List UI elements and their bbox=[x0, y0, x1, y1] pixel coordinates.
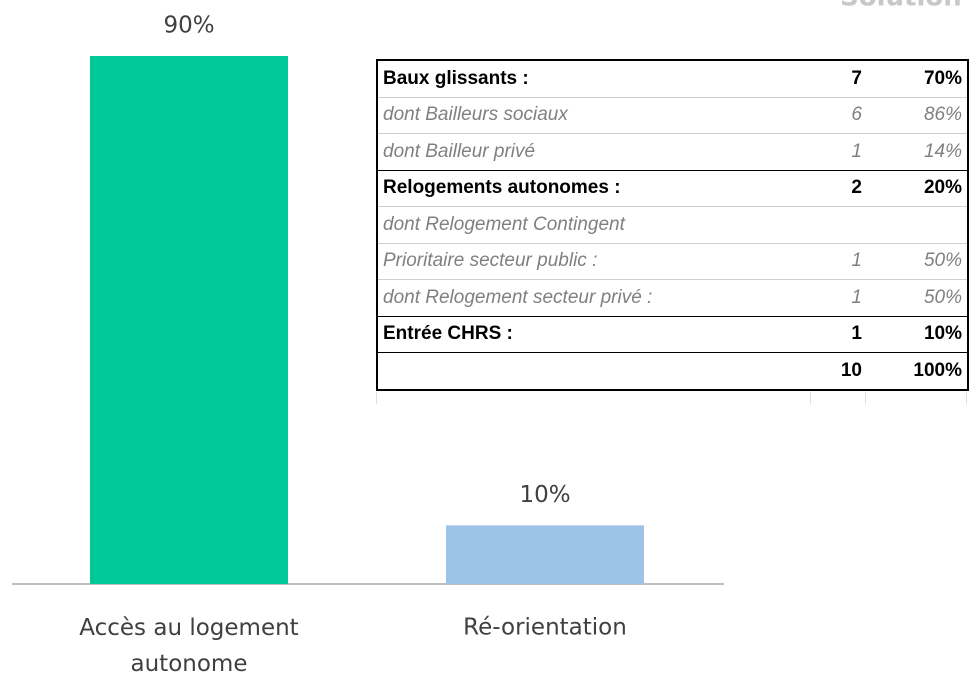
table-cell: dont Bailleurs sociaux bbox=[377, 96, 812, 134]
table-row: dont Bailleurs sociaux 6 86% bbox=[377, 96, 968, 134]
table-cell: Baux glissants : bbox=[377, 59, 812, 97]
x-tick-label: Ré-orientation bbox=[463, 615, 627, 641]
table-cell: Relogements autonomes : bbox=[377, 169, 812, 207]
table-cell bbox=[812, 206, 867, 243]
table-row: Baux glissants :7 70% bbox=[377, 59, 968, 97]
chart-title: Solution bbox=[840, 0, 962, 13]
table-cell: 50% bbox=[867, 279, 968, 316]
table-cell: 10 bbox=[812, 352, 867, 390]
table-cell: 20% bbox=[867, 169, 968, 207]
summary-table: Baux glissants :7 70% dont Bailleurs socia… bbox=[376, 59, 969, 391]
table-row: Prioritaire secteur public :1 50% bbox=[377, 242, 968, 280]
table-cell bbox=[867, 206, 968, 243]
table-cell: 10% bbox=[867, 315, 968, 353]
table-row: Relogements autonomes :2 20% bbox=[377, 169, 968, 207]
grid-line bbox=[966, 392, 967, 404]
table-cell: 1 bbox=[812, 279, 867, 316]
table-cell: Prioritaire secteur public : bbox=[377, 242, 812, 280]
table-cell: dont Relogement secteur privé : bbox=[377, 279, 812, 316]
value-label: 90% bbox=[163, 13, 214, 39]
table-cell: Entrée CHRS : bbox=[377, 315, 812, 353]
table-cell: 14% bbox=[867, 133, 968, 170]
bar bbox=[446, 525, 644, 584]
bar bbox=[90, 56, 288, 584]
table-cell bbox=[377, 352, 812, 390]
table-row: Entrée CHRS :1 10% bbox=[377, 315, 968, 353]
grid-line bbox=[810, 392, 811, 404]
table-cell: 100% bbox=[867, 352, 968, 390]
table-cell: dont Bailleur privé bbox=[377, 133, 812, 170]
table-cell: 2 bbox=[812, 169, 867, 207]
table-row: 10 100% bbox=[377, 352, 968, 390]
table-row: dont Relogement Contingent bbox=[377, 206, 968, 243]
x-tick-label: Accès au logement autonome bbox=[79, 615, 298, 677]
table-cell: 86% bbox=[867, 96, 968, 134]
table-cell: 70% bbox=[867, 59, 968, 97]
table-cell: 1 bbox=[812, 242, 867, 280]
table-cell: 1 bbox=[812, 133, 867, 170]
table-cell: 6 bbox=[812, 96, 867, 134]
table-cell: 7 bbox=[812, 59, 867, 97]
table-row: dont Relogement secteur privé :1 50% bbox=[377, 279, 968, 316]
table-cell: 50% bbox=[867, 242, 968, 280]
table-cell: 1 bbox=[812, 315, 867, 353]
grid-line bbox=[865, 392, 866, 404]
value-label: 10% bbox=[519, 482, 570, 508]
grid-line bbox=[376, 392, 377, 404]
table-cell: dont Relogement Contingent bbox=[377, 206, 812, 243]
table-row: dont Bailleur privé 1 14% bbox=[377, 133, 968, 170]
